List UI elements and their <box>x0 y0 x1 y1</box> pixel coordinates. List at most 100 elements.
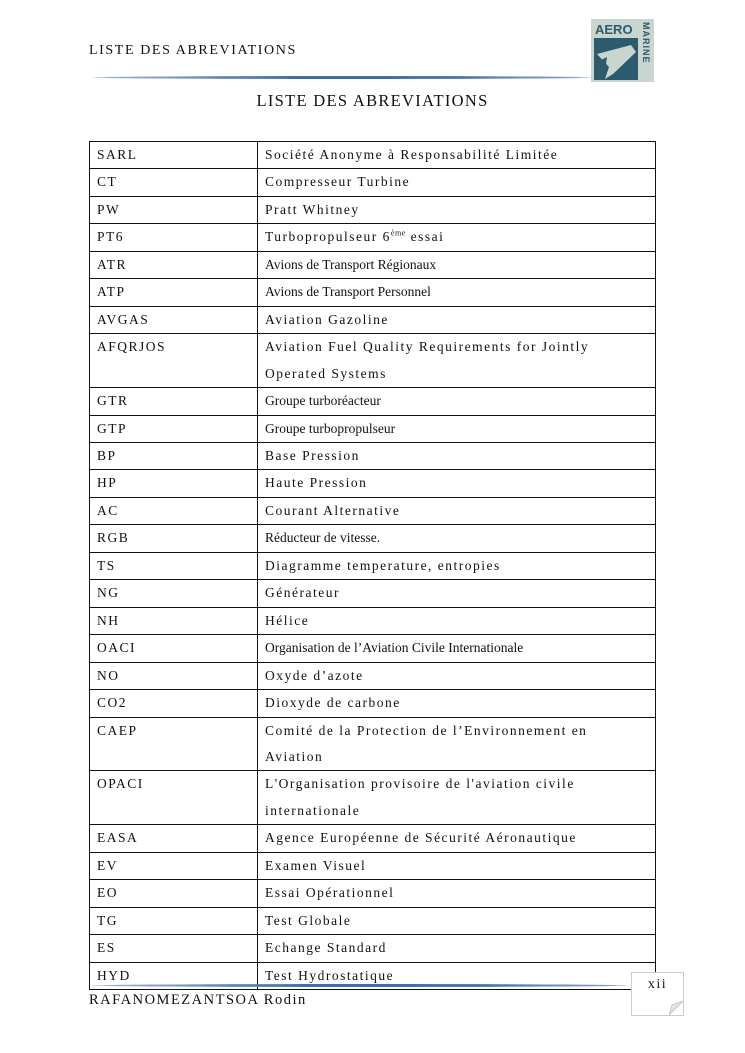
definition-cell: Générateur <box>257 579 656 608</box>
table-row: CO2 Dioxyde de carbone <box>89 689 656 718</box>
definition-text: Test Globale <box>265 912 352 928</box>
table-row: BP Base Pression <box>89 441 656 471</box>
definition-text: Dioxyde de carbone <box>265 695 401 711</box>
abbreviation-cell: TG <box>89 906 258 936</box>
definition-text: Essai Opérationnel <box>265 885 395 901</box>
page-number: xii <box>647 977 668 992</box>
definition-cell: Haute Pression <box>257 469 656 498</box>
definition-cell: Organisation de l’Aviation Civile Intern… <box>257 634 656 663</box>
definition-text: Compresseur Turbine <box>265 174 411 190</box>
definition-cell: Essai Opérationnel <box>257 879 656 908</box>
table-row: ES Echange Standard <box>89 934 656 963</box>
definition-cell: Pratt Whitney <box>257 195 656 225</box>
abbreviation-cell: BP <box>89 441 258 471</box>
abbreviation-cell: NG <box>89 579 258 608</box>
table-row: TG Test Globale <box>89 906 656 936</box>
definition-text: Avions de Transport Personnel <box>265 284 431 300</box>
table-row: PT6 Turbopropulseur 6ème essai <box>89 223 656 252</box>
footer-author: RAFANOMEZANTSOA Rodin <box>89 992 307 1008</box>
definition-cell: Turbopropulseur 6ème essai <box>257 223 656 252</box>
abbreviation-cell: ATR <box>89 250 258 280</box>
table-row: PW Pratt Whitney <box>89 195 656 225</box>
page-number-box: xii <box>631 972 684 1016</box>
abbreviation-cell: EV <box>89 851 258 881</box>
definition-cell: Réducteur de vitesse. <box>257 524 656 553</box>
definition-cell: Avions de Transport Personnel <box>257 278 656 307</box>
page-title: LISTE DES ABREVIATIONS <box>256 91 489 110</box>
table-row: CT Compresseur Turbine <box>89 168 656 197</box>
abbreviation-cell: ES <box>89 934 258 963</box>
definition-suffix: essai <box>405 229 445 245</box>
definition-cell: Agence Européenne de Sécurité Aéronautiq… <box>257 824 656 853</box>
definition-text: Aviation Gazoline <box>265 311 389 327</box>
table-row: OACI Organisation de l’Aviation Civile In… <box>89 634 656 663</box>
table-row: EV Examen Visuel <box>89 851 656 881</box>
definition-text: Groupe turbopropulseur <box>265 420 396 436</box>
abbreviation-cell: GTP <box>89 414 258 443</box>
definition-cell: Echange Standard <box>257 934 656 963</box>
definition-text: Echange Standard <box>265 940 387 956</box>
definition-line2: Operated Systems <box>265 365 387 381</box>
running-header: LISTE DES ABREVIATIONS <box>89 43 297 58</box>
definition-text: Société Anonyme à Responsabilité Limitée <box>265 147 559 162</box>
definition-text: Groupe turboréacteur <box>265 393 381 409</box>
abbreviation-cell: NH <box>89 606 258 636</box>
abbreviation-cell: HP <box>89 469 258 498</box>
header-rule <box>92 76 592 79</box>
table-row: HYD Test Hydrostatique <box>89 961 656 991</box>
definition-text: Diagramme temperature, entropies <box>265 557 501 573</box>
definition-text: Générateur <box>265 585 340 601</box>
definition-text: Examen Visuel <box>265 857 367 873</box>
definition-text: Avions de Transport Régionaux <box>265 256 437 272</box>
definition-cell: Hélice <box>257 606 656 636</box>
definition-text: Réducteur de vitesse. <box>265 530 381 546</box>
table-row: EO Essai Opérationnel <box>89 879 656 908</box>
table-row: NO Oxyde d’azote <box>89 661 656 691</box>
footer-rule <box>92 984 627 987</box>
abbreviation-cell: RGB <box>89 524 258 553</box>
definition-cell: Avions de Transport Régionaux <box>257 250 656 280</box>
definition-cell: Groupe turbopropulseur <box>257 414 656 443</box>
definition-text: Hélice <box>265 612 310 628</box>
abbreviation-cell: PW <box>89 195 258 225</box>
table-row: CAEP Comité de la Protection de l’Environ… <box>89 716 656 772</box>
table-row: GTR Groupe turboréacteur <box>89 387 656 416</box>
definition-line2: Aviation <box>265 748 324 764</box>
abbreviation-cell: OPACI <box>89 770 258 826</box>
table-row: EASA Agence Européenne de Sécurité Aérona… <box>89 824 656 853</box>
definition-cell: L'Organisation provisoire de l'aviation … <box>257 770 656 826</box>
definition-text: Aviation Fuel Quality Requirements for J… <box>265 339 590 355</box>
abbreviation-cell: EASA <box>89 824 258 853</box>
abbreviation-cell: OACI <box>89 634 258 663</box>
definition-text: L'Organisation provisoire de l'aviation … <box>265 776 575 792</box>
definition-text: Haute Pression <box>265 475 368 491</box>
table-row: ATR Avions de Transport Régionaux <box>89 250 656 280</box>
definition-text: Pratt Whitney <box>265 201 360 217</box>
abbreviation-cell: CO2 <box>89 689 258 718</box>
abbreviation-cell: ATP <box>89 278 258 307</box>
definition-cell: Dioxyde de carbone <box>257 689 656 718</box>
definition-text: Oxyde d’azote <box>265 667 364 683</box>
table-row: AFQRJOS Aviation Fuel Quality Requirement… <box>89 333 656 389</box>
definition-superscript: ème <box>390 228 406 238</box>
definition-cell: Base Pression <box>257 441 656 471</box>
svg-text:MARINE: MARINE <box>641 22 651 64</box>
definition-text: Test Hydrostatique <box>265 967 395 983</box>
definition-text: Comité de la Protection de l’Environneme… <box>265 722 588 738</box>
table-row: ATP Avions de Transport Personnel <box>89 278 656 307</box>
table-row: RGB Réducteur de vitesse. <box>89 524 656 553</box>
definition-cell: Test Globale <box>257 906 656 936</box>
abbreviation-cell: CAEP <box>89 716 258 772</box>
abbreviation-cell: AVGAS <box>89 305 258 335</box>
table-row: AVGAS Aviation Gazoline <box>89 305 656 335</box>
table-row: HP Haute Pression <box>89 469 656 498</box>
definition-text: Courant Alternative <box>265 502 401 518</box>
table-row: GTP Groupe turbopropulseur <box>89 414 656 443</box>
definition-cell: Groupe turboréacteur <box>257 387 656 416</box>
table-row: NG Générateur <box>89 579 656 608</box>
abbreviation-cell: SARL <box>89 140 258 170</box>
table-row: AC Courant Alternative <box>89 496 656 526</box>
abbreviation-cell: TS <box>89 551 258 581</box>
abbreviation-cell: NO <box>89 661 258 691</box>
definition-cell: Examen Visuel <box>257 851 656 881</box>
